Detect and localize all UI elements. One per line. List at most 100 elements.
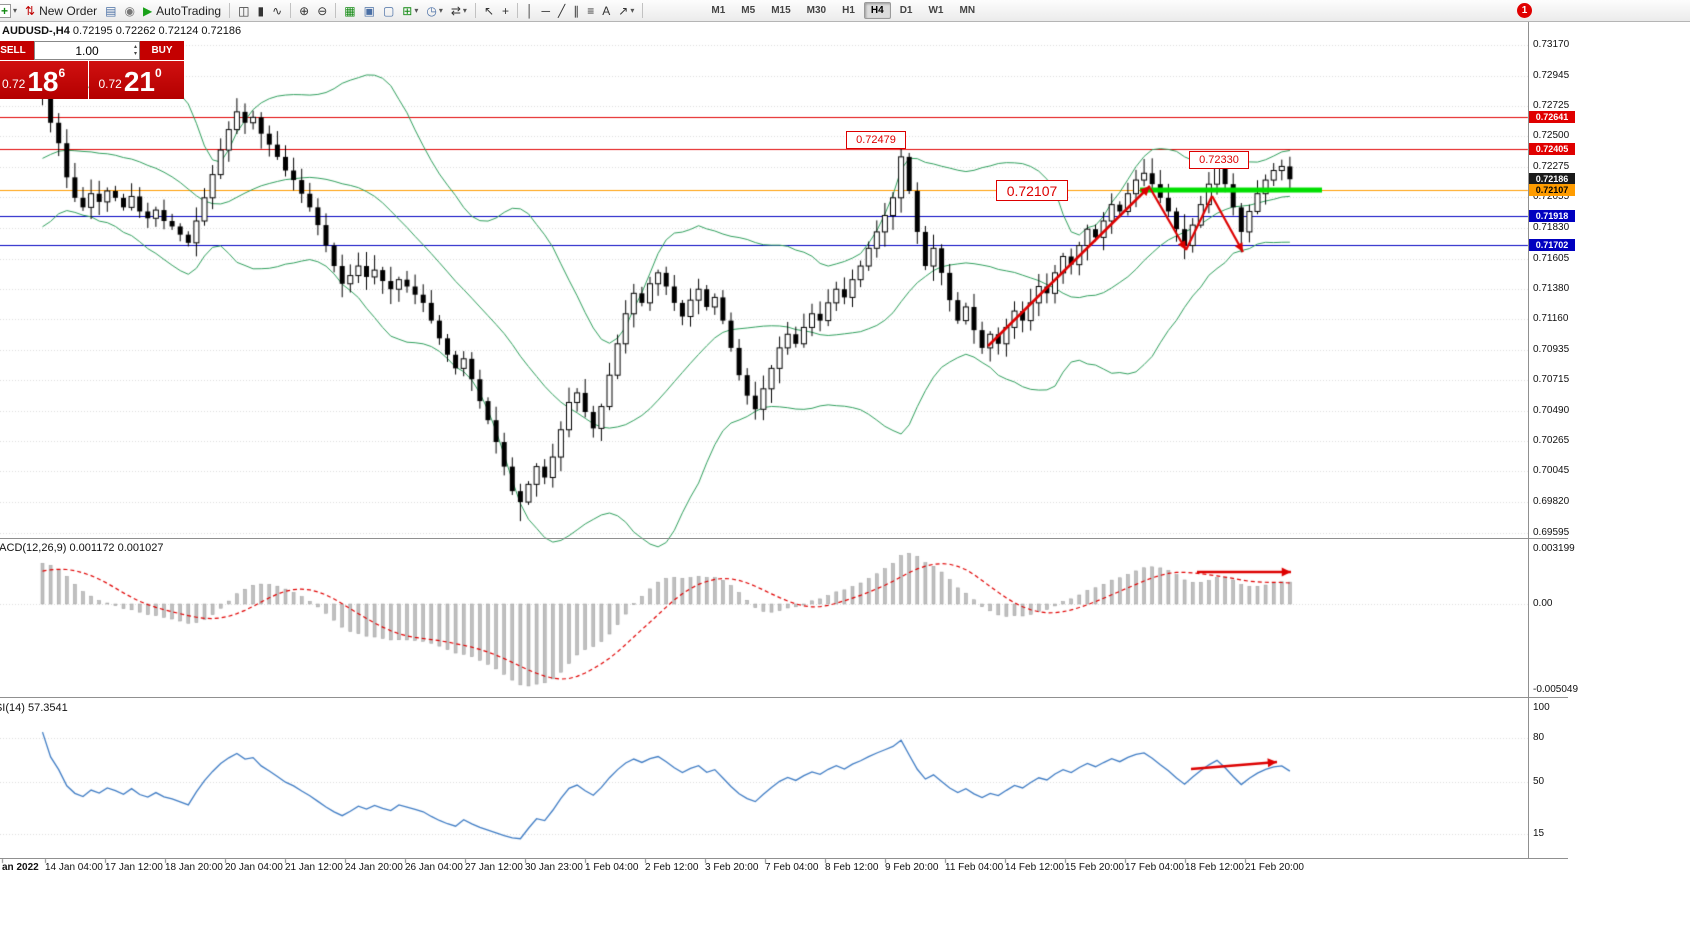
cascade-windows-button[interactable]: ▣ xyxy=(361,1,378,20)
snapshot-icon: ◉ xyxy=(124,3,135,18)
timeframe-h1-button[interactable]: H1 xyxy=(842,5,855,16)
price-axis-label: 0.72500 xyxy=(1533,130,1570,142)
time-axis-label: 27 Jan 12:00 xyxy=(465,862,523,873)
price-axis-label: 0.69595 xyxy=(1533,526,1570,538)
sell-price-button[interactable]: 0.72 18 6 xyxy=(0,61,88,99)
ohlc-bars-button[interactable]: ◫ xyxy=(235,1,252,20)
dropdown-caret-icon: ▾ xyxy=(630,6,635,15)
macd-axis-label: -0.005049 xyxy=(1533,684,1579,696)
toolbar-buttons: + ▾ ⇅ New Order ▤ ◉ ▶ AutoTrading ◫ ▮ ∿ ⊕ ⊖ ▦ ▣ ▢ ⊞ ▾ ◷ ▾ ⇄ ▾… xyxy=(0,1,647,20)
symbol-period-label: AUDUSD-,H4 xyxy=(2,25,70,37)
one-click-trading-panel: SELL 1.00 ▴ ▾ BUY 0.72 18 6 0.72 21 0 xyxy=(0,41,184,99)
toolbar: + ▾ ⇅ New Order ▤ ◉ ▶ AutoTrading ◫ ▮ ∿ ⊕ ⊖ ▦ ▣ ▢ ⊞ ▾ ◷ ▾ ⇄ ▾… xyxy=(0,0,1690,22)
time-axis-label: 1 Feb 04:00 xyxy=(585,862,639,873)
new-order-button[interactable]: ⇅ New Order xyxy=(22,1,100,20)
volume-input[interactable]: 1.00 ▴ ▾ xyxy=(34,41,140,60)
timeframe-mn-button[interactable]: MN xyxy=(959,5,976,16)
volume-spinner[interactable]: ▴ ▾ xyxy=(134,44,137,57)
buy-price-sup: 0 xyxy=(155,66,162,80)
timeframe-w1-button[interactable]: W1 xyxy=(928,5,944,16)
print-button[interactable]: ▤ xyxy=(102,1,119,20)
crosshair-button[interactable]: + xyxy=(499,1,512,20)
panel-separator[interactable] xyxy=(0,538,1568,539)
equidistant-channel-button[interactable]: ∥ xyxy=(570,1,582,20)
sell-button[interactable]: SELL xyxy=(0,41,34,60)
fibonacci-button[interactable]: ≡ xyxy=(584,1,597,20)
time-axis-label: 21 Jan 12:00 xyxy=(285,862,343,873)
timeframe-m1-button[interactable]: M1 xyxy=(711,5,726,16)
time-axis-label: 7 Feb 04:00 xyxy=(765,862,819,873)
time-axis-label: 30 Jan 23:00 xyxy=(525,862,583,873)
candlestick-chart-icon: ▮ xyxy=(257,3,265,18)
tile-windows-icon: ▦ xyxy=(344,3,356,18)
time-axis: an 2022 14 Jan 04:00 17 Jan 12:00 18 Jan 20… xyxy=(0,862,1568,876)
time-axis-label: 2 Feb 12:00 xyxy=(645,862,699,873)
toolbar-separator xyxy=(642,3,644,18)
horizontal-line-button[interactable]: ─ xyxy=(539,1,554,20)
timeframe-m5-button[interactable]: M5 xyxy=(741,5,756,16)
price-tag-0.72186: 0.72186 xyxy=(1529,173,1575,186)
spinner-down-icon[interactable]: ▾ xyxy=(133,50,137,57)
price-callout[interactable]: 0.72107 xyxy=(996,180,1068,201)
toolbar-separator xyxy=(474,3,476,18)
cursor-button[interactable]: ↖ xyxy=(481,1,497,20)
macd-signal-value: 0.001027 xyxy=(117,542,164,554)
snapshot-button[interactable]: ◉ xyxy=(121,1,137,20)
text-label-button[interactable]: A xyxy=(599,1,613,20)
equidistant-channel-icon: ∥ xyxy=(573,3,580,18)
price-axis-label: 0.73170 xyxy=(1533,39,1570,50)
price-axis-label: 0.72725 xyxy=(1533,99,1570,111)
line-chart-button[interactable]: ∿ xyxy=(269,1,285,20)
price-axis-label: 0.70490 xyxy=(1533,404,1570,416)
price-axis-label: 0.71830 xyxy=(1533,221,1570,233)
crosshair-icon: + xyxy=(502,3,510,18)
arrow-objects-button[interactable]: ↗ ▾ xyxy=(615,1,637,20)
timeframe-m15-button[interactable]: M15 xyxy=(771,5,791,16)
panel-separator[interactable] xyxy=(0,697,1568,698)
notification-badge[interactable]: 1 xyxy=(1517,3,1532,18)
price-axis-label: 0.70935 xyxy=(1533,343,1570,355)
chart-shift-button[interactable]: ⇄ ▾ xyxy=(448,1,470,20)
buy-button[interactable]: BUY xyxy=(140,41,184,60)
new-order-label: New Order xyxy=(39,3,98,18)
arrange-windows-button[interactable]: ▢ xyxy=(380,1,397,20)
zoom-out-button[interactable]: ⊖ xyxy=(314,1,330,20)
toolbar-separator xyxy=(335,3,337,18)
period-clock-button[interactable]: ◷ ▾ xyxy=(423,1,446,20)
price-axis-label: 0.72055 xyxy=(1533,191,1570,203)
price-axis-label: 0.72275 xyxy=(1533,161,1570,173)
zoom-in-button[interactable]: ⊕ xyxy=(296,1,312,20)
price-callout[interactable]: 0.72330 xyxy=(1189,151,1249,169)
add-chart-profile-button[interactable]: ⊞ ▾ xyxy=(399,1,421,20)
price-axis-label: 0.69820 xyxy=(1533,496,1570,508)
new-chart-button[interactable]: + ▾ xyxy=(0,1,20,20)
dropdown-caret-icon: ▾ xyxy=(414,6,419,15)
time-axis-label: 18 Feb 12:00 xyxy=(1185,862,1244,873)
timeframe-h4-button[interactable]: H4 xyxy=(863,2,891,19)
autotrading-button[interactable]: ▶ AutoTrading xyxy=(140,1,224,20)
candlestick-chart-button[interactable]: ▮ xyxy=(254,1,267,20)
line-chart-icon: ∿ xyxy=(272,3,283,18)
spinner-up-icon[interactable]: ▴ xyxy=(133,44,137,50)
timeframe-m30-button[interactable]: M30 xyxy=(806,5,827,16)
timeframe-d1-button[interactable]: D1 xyxy=(899,5,913,16)
rsi-name: RSI(14) xyxy=(0,702,25,714)
trendline-button[interactable]: ╱ xyxy=(555,1,568,20)
period-clock-icon: ◷ xyxy=(426,3,437,18)
time-axis-label: an 2022 xyxy=(2,862,39,873)
price-axis-label: 0.72945 xyxy=(1533,69,1570,81)
price-tag-0.71702: 0.71702 xyxy=(1529,239,1575,252)
trade-panel-price-row: 0.72 18 6 0.72 21 0 xyxy=(0,61,184,99)
zoom-out-icon: ⊖ xyxy=(317,3,328,18)
price-callout[interactable]: 0.72479 xyxy=(846,131,906,149)
tile-windows-button[interactable]: ▦ xyxy=(341,1,358,20)
sell-price-prefix: 0.72 xyxy=(2,77,26,91)
rsi-indicator-label: RSI(14) 57.3541 xyxy=(0,702,68,714)
vertical-line-button[interactable]: │ xyxy=(523,1,537,20)
dropdown-caret-icon: ▾ xyxy=(438,6,443,15)
buy-price-button[interactable]: 0.72 21 0 xyxy=(88,61,184,99)
time-axis-label: 9 Feb 20:00 xyxy=(885,862,939,873)
price-tag-0.72641: 0.72641 xyxy=(1529,111,1575,124)
